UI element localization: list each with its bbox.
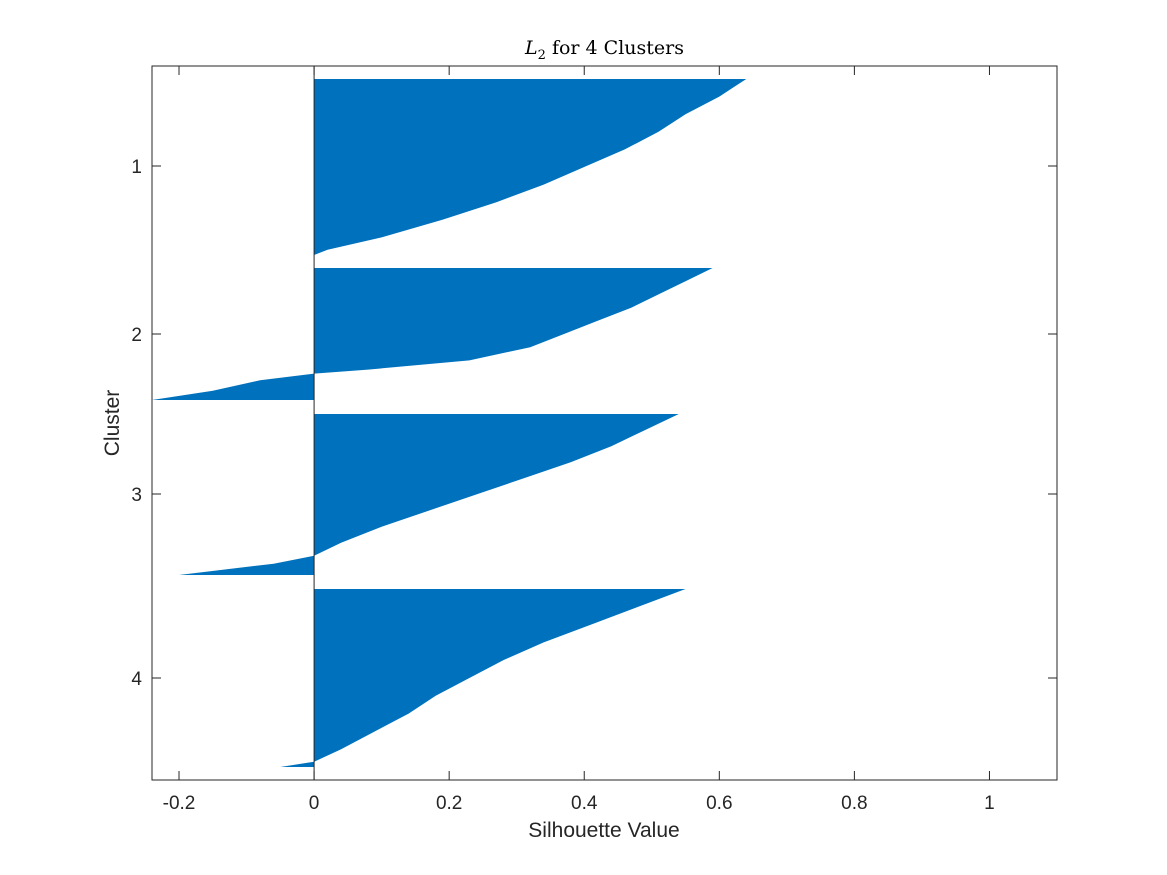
y-tick-label: 3 [131,485,142,506]
y-tick-label: 1 [131,157,142,178]
title-rest: for 4 Clusters [546,37,684,59]
title-subscript: 2 [538,48,546,63]
y-tick-label: 2 [131,325,142,346]
x-tick-label: 1 [984,793,995,814]
y-axis-label: Cluster [101,390,124,457]
y-tick-label: 4 [131,669,142,690]
x-tick-label: 0.6 [706,793,732,814]
silhouette-bars [152,79,747,767]
x-tick-label: -0.2 [163,793,196,814]
cluster-3-silhouette [179,414,679,575]
x-tick-label: 0 [309,793,320,814]
cluster-4-silhouette [280,589,686,767]
x-tick-label: 0.4 [571,793,598,814]
x-axis-label: Silhouette Value [528,819,679,842]
chart-title: L2 for 4 Clusters [524,37,684,63]
x-tick-label: 0.2 [436,793,462,814]
cluster-2-silhouette [152,268,713,400]
title-main: L [524,37,538,59]
cluster-1-silhouette [314,79,747,255]
axes-box [151,65,1058,781]
x-tick-label: 0.8 [841,793,867,814]
axis-ticks: -0.2 0 0.2 0.4 0.6 0.8 1 1 2 3 4 [131,66,1057,814]
